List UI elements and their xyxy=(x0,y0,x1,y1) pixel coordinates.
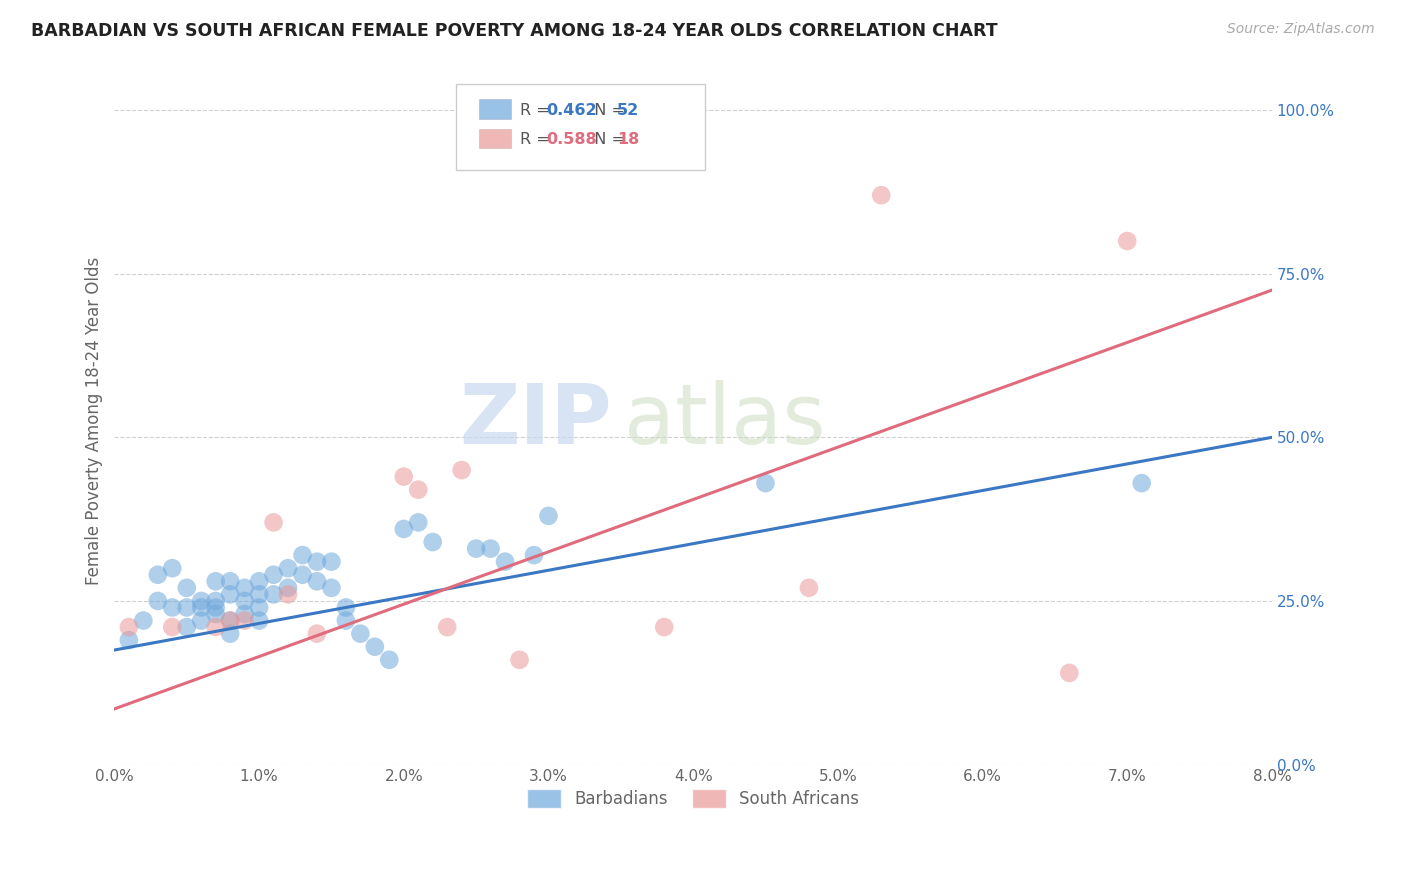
Point xyxy=(494,555,516,569)
Point xyxy=(263,516,285,530)
Point xyxy=(305,626,328,640)
Point xyxy=(162,620,184,634)
Point xyxy=(132,614,155,628)
Text: R =: R = xyxy=(520,103,554,118)
Text: BARBADIAN VS SOUTH AFRICAN FEMALE POVERTY AMONG 18-24 YEAR OLDS CORRELATION CHAR: BARBADIAN VS SOUTH AFRICAN FEMALE POVERT… xyxy=(31,22,998,40)
FancyBboxPatch shape xyxy=(479,99,512,119)
Point xyxy=(406,516,429,530)
Text: Source: ZipAtlas.com: Source: ZipAtlas.com xyxy=(1227,22,1375,37)
Point xyxy=(291,548,314,562)
Point xyxy=(1059,665,1081,680)
Point xyxy=(479,541,502,556)
Text: N =: N = xyxy=(585,132,630,147)
Point xyxy=(364,640,387,654)
Point xyxy=(422,535,444,549)
Point xyxy=(537,508,560,523)
Point xyxy=(219,587,242,601)
Point xyxy=(277,587,299,601)
Point xyxy=(321,555,343,569)
Text: atlas: atlas xyxy=(624,381,825,461)
Point xyxy=(406,483,429,497)
Point xyxy=(247,614,270,628)
Point xyxy=(233,614,256,628)
Point xyxy=(263,567,285,582)
Text: 0.588: 0.588 xyxy=(546,132,596,147)
Point xyxy=(509,653,531,667)
Point xyxy=(190,614,212,628)
Text: ZIP: ZIP xyxy=(460,381,612,461)
Text: 18: 18 xyxy=(617,132,638,147)
Point xyxy=(378,653,401,667)
Point xyxy=(277,561,299,575)
Point xyxy=(263,587,285,601)
Point xyxy=(118,633,141,648)
Point xyxy=(233,594,256,608)
Point xyxy=(219,574,242,589)
Point xyxy=(176,581,198,595)
Point xyxy=(204,574,226,589)
Point xyxy=(233,607,256,621)
Point xyxy=(204,600,226,615)
Point xyxy=(754,476,776,491)
Point xyxy=(652,620,675,634)
Point xyxy=(797,581,820,595)
Point xyxy=(1130,476,1153,491)
Legend: Barbadians, South Africans: Barbadians, South Africans xyxy=(520,782,866,814)
Point xyxy=(870,188,893,202)
Point xyxy=(349,626,371,640)
Point xyxy=(305,574,328,589)
Point xyxy=(523,548,546,562)
Point xyxy=(146,594,169,608)
Point xyxy=(321,581,343,595)
Point xyxy=(247,600,270,615)
Text: R =: R = xyxy=(520,132,554,147)
Point xyxy=(204,620,226,634)
Point xyxy=(176,620,198,634)
Point xyxy=(1116,234,1139,248)
Point xyxy=(436,620,458,634)
Text: 52: 52 xyxy=(617,103,638,118)
Point xyxy=(305,555,328,569)
Point xyxy=(176,600,198,615)
Point xyxy=(146,567,169,582)
Point xyxy=(204,594,226,608)
Point xyxy=(162,561,184,575)
Point xyxy=(162,600,184,615)
FancyBboxPatch shape xyxy=(479,129,512,148)
Point xyxy=(233,581,256,595)
Point xyxy=(335,600,357,615)
Point xyxy=(190,594,212,608)
Point xyxy=(392,469,415,483)
Point xyxy=(247,574,270,589)
Point xyxy=(219,614,242,628)
Text: 0.462: 0.462 xyxy=(546,103,596,118)
Point xyxy=(291,567,314,582)
Point xyxy=(392,522,415,536)
FancyBboxPatch shape xyxy=(456,85,704,170)
Point xyxy=(219,614,242,628)
Point xyxy=(465,541,488,556)
Y-axis label: Female Poverty Among 18-24 Year Olds: Female Poverty Among 18-24 Year Olds xyxy=(86,257,103,585)
Point xyxy=(247,587,270,601)
Point xyxy=(190,600,212,615)
Text: N =: N = xyxy=(585,103,630,118)
Point xyxy=(204,607,226,621)
Point xyxy=(450,463,472,477)
Point xyxy=(277,581,299,595)
Point xyxy=(335,614,357,628)
Point xyxy=(118,620,141,634)
Point xyxy=(219,626,242,640)
